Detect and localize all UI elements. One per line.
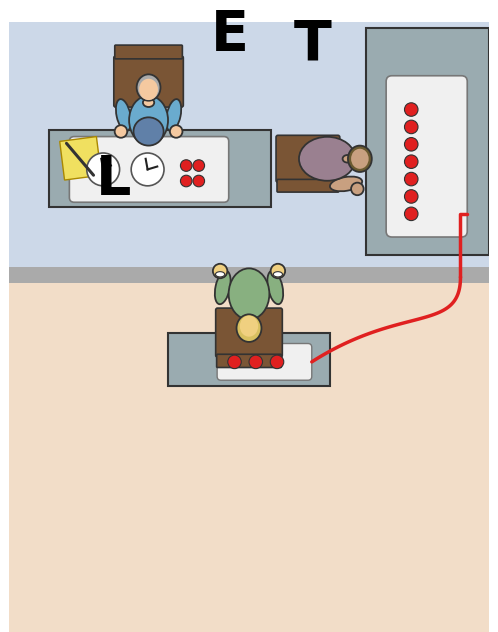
Bar [8, 21, 490, 275]
Circle shape [131, 153, 164, 186]
Ellipse shape [299, 137, 356, 181]
Bar [8, 275, 490, 632]
FancyBboxPatch shape [114, 56, 183, 107]
Circle shape [270, 355, 284, 368]
Ellipse shape [133, 118, 164, 145]
Circle shape [404, 103, 418, 116]
Circle shape [228, 355, 241, 368]
Circle shape [404, 207, 418, 221]
Circle shape [404, 120, 418, 134]
FancyBboxPatch shape [217, 344, 312, 380]
Ellipse shape [237, 314, 261, 342]
Bar [366, 28, 490, 255]
FancyBboxPatch shape [115, 45, 182, 59]
Circle shape [404, 155, 418, 169]
Circle shape [87, 153, 120, 186]
Ellipse shape [267, 270, 283, 304]
Text: L: L [96, 153, 131, 207]
Circle shape [351, 183, 364, 195]
Ellipse shape [139, 79, 158, 100]
Circle shape [170, 125, 182, 138]
Ellipse shape [129, 95, 168, 145]
Ellipse shape [116, 99, 131, 131]
Ellipse shape [166, 99, 181, 131]
Text: T: T [293, 18, 331, 72]
Circle shape [271, 264, 285, 278]
Circle shape [180, 175, 192, 187]
Ellipse shape [351, 149, 369, 169]
Circle shape [180, 160, 192, 171]
Ellipse shape [343, 155, 352, 162]
Ellipse shape [215, 270, 231, 304]
Bar [49, 130, 271, 207]
FancyBboxPatch shape [277, 179, 339, 192]
FancyBboxPatch shape [276, 135, 340, 182]
FancyBboxPatch shape [216, 308, 282, 357]
Circle shape [193, 175, 205, 187]
Circle shape [213, 264, 227, 278]
Ellipse shape [229, 269, 269, 320]
Ellipse shape [348, 145, 372, 172]
Circle shape [404, 173, 418, 186]
Circle shape [404, 138, 418, 151]
Circle shape [249, 355, 262, 368]
Bar [8, 267, 490, 283]
Text: E: E [211, 8, 249, 62]
FancyBboxPatch shape [386, 76, 467, 237]
Circle shape [115, 125, 127, 138]
Ellipse shape [273, 272, 282, 277]
Ellipse shape [136, 75, 160, 100]
Ellipse shape [330, 176, 362, 191]
Circle shape [404, 190, 418, 204]
Polygon shape [60, 137, 101, 180]
FancyBboxPatch shape [69, 137, 229, 202]
Ellipse shape [240, 315, 258, 337]
FancyBboxPatch shape [217, 355, 281, 367]
Ellipse shape [216, 272, 225, 277]
Bar [168, 333, 330, 386]
Ellipse shape [143, 98, 154, 107]
Circle shape [193, 160, 205, 171]
